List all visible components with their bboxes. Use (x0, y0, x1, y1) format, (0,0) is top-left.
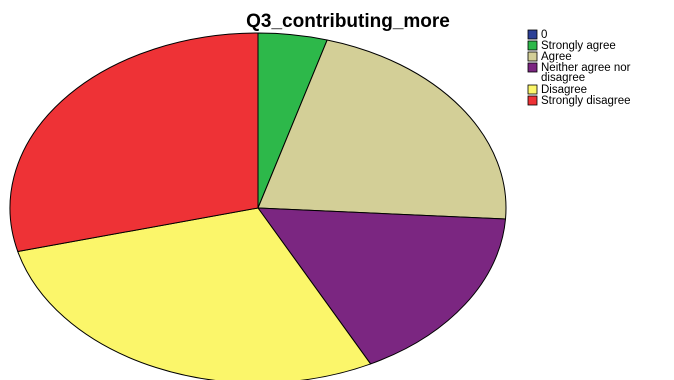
legend-swatch-agree (527, 51, 538, 62)
pie-slice-strongly-disagree (9, 32, 259, 253)
legend-swatch-strongly-agree (527, 40, 538, 51)
legend-label-agree: Agree (541, 51, 572, 63)
legend-swatch-strongly-disagree (527, 95, 538, 106)
legend-swatch-neither-agree-nor-disagree (527, 62, 538, 73)
legend-swatch-disagree (527, 84, 538, 95)
legend-label-disagree: Disagree (541, 84, 587, 96)
legend-label-neither-agree-nor-disagree: Neither agree nor disagree (541, 62, 631, 84)
pie-slices (9, 32, 507, 380)
pie-slice-disagree (17, 207, 372, 380)
pie-slice-agree (257, 39, 507, 220)
legend-swatch-0 (527, 29, 538, 40)
legend-label-strongly-agree: Strongly agree (541, 40, 616, 52)
legend-label-strongly-disagree: Strongly disagree (541, 95, 631, 107)
legend-label-0: 0 (541, 29, 547, 41)
chart-title: Q3_contributing_more (246, 11, 450, 32)
pie-slice-neither-agree-nor-disagree (257, 207, 507, 365)
